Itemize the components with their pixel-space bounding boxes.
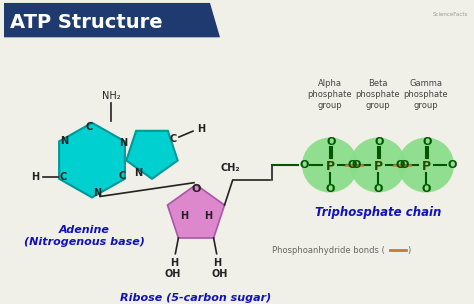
Text: Alpha
phosphate
group: Alpha phosphate group (308, 79, 352, 110)
Text: Triphosphate chain: Triphosphate chain (315, 206, 441, 219)
Circle shape (398, 137, 454, 192)
Text: ): ) (407, 246, 410, 255)
Text: Adenine
(Nitrogenous base): Adenine (Nitrogenous base) (24, 225, 145, 247)
Text: Beta
phosphate
group: Beta phosphate group (356, 79, 401, 110)
Circle shape (350, 137, 406, 192)
Text: NH₂: NH₂ (102, 91, 120, 101)
Text: H: H (197, 124, 205, 134)
Polygon shape (127, 131, 178, 179)
Text: Gamma
phosphate
group: Gamma phosphate group (404, 79, 448, 110)
Text: N: N (60, 136, 68, 147)
Text: O: O (299, 160, 309, 170)
Text: O: O (351, 160, 361, 170)
Text: C: C (59, 172, 67, 182)
Text: ScienceFacts: ScienceFacts (433, 12, 468, 17)
Text: O: O (374, 184, 383, 194)
Text: P: P (421, 160, 430, 172)
Text: H: H (204, 211, 212, 221)
Circle shape (302, 137, 358, 192)
Text: OH: OH (211, 269, 228, 279)
Text: H: H (170, 257, 178, 268)
Text: Phosphoanhydride bonds (: Phosphoanhydride bonds ( (272, 246, 385, 255)
Text: O: O (326, 137, 336, 147)
Polygon shape (59, 123, 125, 197)
Text: C: C (118, 171, 126, 181)
Text: O: O (447, 160, 456, 170)
Polygon shape (4, 3, 220, 37)
Text: CH₂: CH₂ (221, 163, 240, 173)
Text: O: O (422, 137, 432, 147)
Text: O: O (374, 137, 383, 147)
Polygon shape (167, 185, 225, 238)
Text: O: O (399, 160, 409, 170)
Text: N: N (93, 188, 101, 198)
Text: P: P (374, 160, 383, 172)
Text: C: C (85, 122, 92, 132)
Text: O: O (347, 160, 357, 170)
Text: N: N (119, 138, 127, 148)
Text: C: C (170, 134, 177, 144)
Text: P: P (326, 160, 335, 172)
Text: H: H (180, 211, 188, 221)
Text: O: O (421, 184, 431, 194)
Text: O: O (191, 184, 201, 194)
Text: OH: OH (164, 269, 181, 279)
Text: O: O (395, 160, 405, 170)
Text: H: H (214, 257, 222, 268)
Text: Ribose (5-carbon sugar): Ribose (5-carbon sugar) (120, 293, 272, 303)
Text: ATP Structure: ATP Structure (10, 13, 163, 32)
Text: O: O (325, 184, 335, 194)
Text: H: H (31, 172, 39, 182)
Text: N: N (135, 168, 143, 178)
